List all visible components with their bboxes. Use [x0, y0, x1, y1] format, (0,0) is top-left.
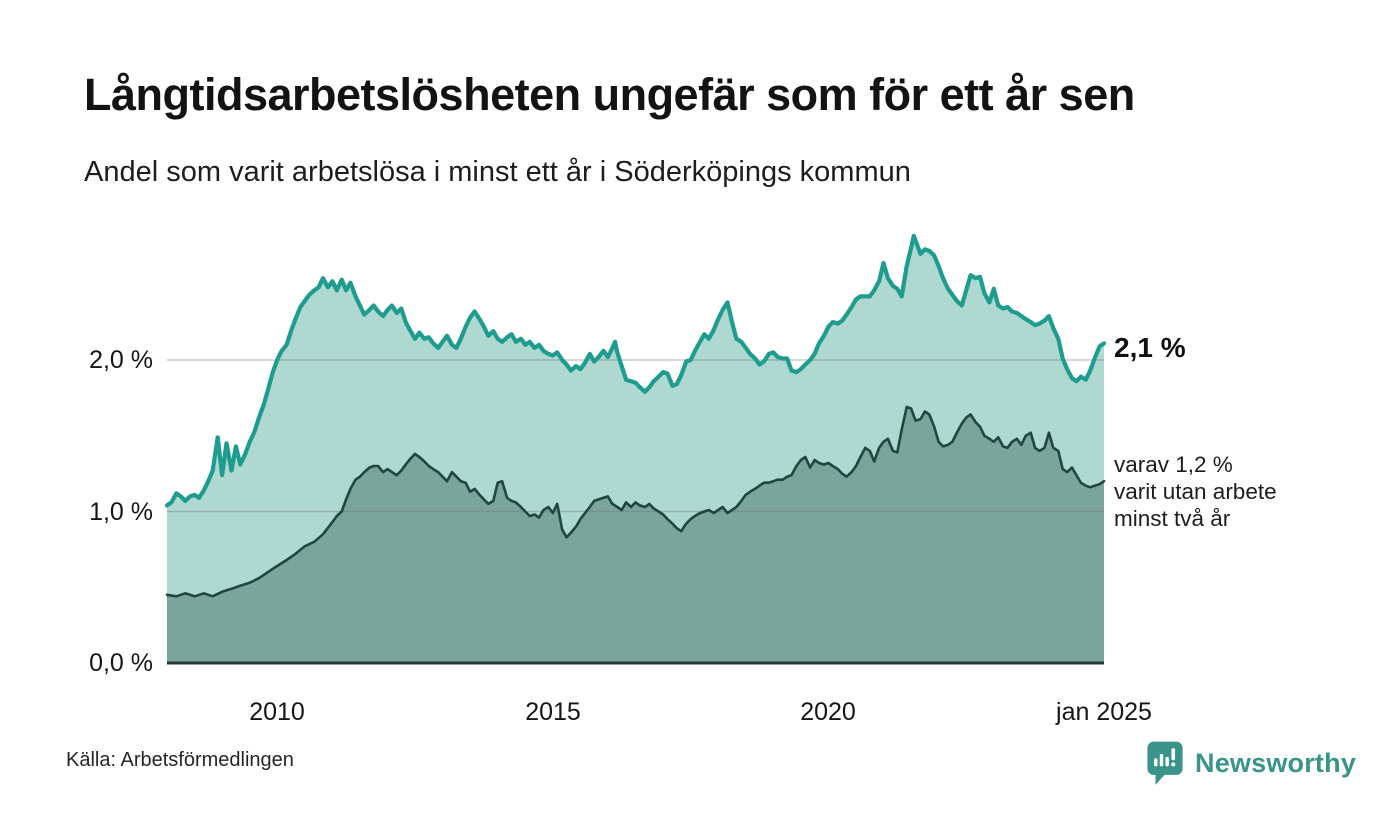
source-attribution: Källa: Arbetsförmedlingen	[66, 749, 294, 771]
x-axis-tick-2015: 2015	[525, 698, 581, 726]
x-axis-tick-jan-2025: jan 2025	[1056, 698, 1152, 726]
secondary-series-label: varav 1,2 % varit utan arbete minst två …	[1114, 452, 1277, 531]
x-axis-tick-2020: 2020	[800, 698, 856, 726]
page-subtitle: Andel som varit arbetslösa i minst ett å…	[84, 156, 911, 188]
y-axis-tick-0: 0,0 %	[89, 649, 153, 677]
brand-wordmark: Newsworthy	[1195, 747, 1357, 778]
y-axis-tick-1: 1,0 %	[89, 498, 153, 526]
x-axis-tick-2010: 2010	[249, 698, 305, 726]
y-axis-tick-2: 2,0 %	[89, 346, 153, 374]
latest-value-label: 2,1 %	[1114, 332, 1186, 363]
newsworthy-bubble-chart-icon	[1147, 741, 1183, 785]
brand-logo: Newsworthy	[1146, 738, 1356, 788]
page-title: Långtidsarbetslösheten ungefär som för e…	[84, 69, 1135, 120]
